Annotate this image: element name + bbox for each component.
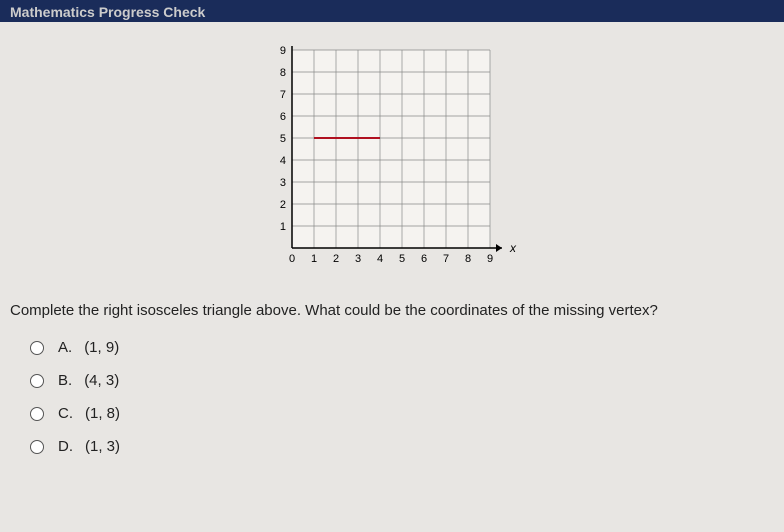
svg-text:1: 1 (311, 253, 317, 265)
grid-svg: 0 1 2 3 4 5 6 7 8 9 1 2 3 4 5 6 7 8 9 x (262, 42, 522, 272)
svg-text:3: 3 (355, 253, 361, 265)
svg-text:7: 7 (443, 253, 449, 265)
option-value: (4, 3) (84, 372, 119, 389)
option-d[interactable]: D. (1, 3) (30, 438, 754, 455)
option-value: (1, 8) (85, 405, 120, 422)
chart-container: 0 1 2 3 4 5 6 7 8 9 1 2 3 4 5 6 7 8 9 x (0, 42, 784, 272)
svg-text:2: 2 (333, 253, 339, 265)
svg-text:3: 3 (280, 177, 286, 189)
option-letter: D. (58, 438, 73, 455)
option-letter: C. (58, 405, 73, 422)
content-area: 0 1 2 3 4 5 6 7 8 9 1 2 3 4 5 6 7 8 9 x Complete the right … (0, 22, 784, 481)
svg-text:1: 1 (280, 221, 286, 233)
svg-text:9: 9 (487, 253, 493, 265)
option-value: (1, 9) (84, 339, 119, 356)
option-a[interactable]: A. (1, 9) (30, 339, 754, 356)
svg-text:6: 6 (421, 253, 427, 265)
coordinate-grid-chart: 0 1 2 3 4 5 6 7 8 9 1 2 3 4 5 6 7 8 9 x (262, 42, 522, 272)
svg-text:4: 4 (377, 253, 383, 265)
svg-text:9: 9 (280, 45, 286, 57)
question-text: Complete the right isosceles triangle ab… (0, 302, 784, 319)
option-letter: B. (58, 372, 72, 389)
svg-text:6: 6 (280, 111, 286, 123)
svg-text:5: 5 (280, 133, 286, 145)
option-value: (1, 3) (85, 438, 120, 455)
radio-icon (30, 440, 44, 454)
radio-icon (30, 341, 44, 355)
options-list: A. (1, 9) B. (4, 3) C. (1, 8) D. (1, 3) (0, 339, 784, 455)
radio-icon (30, 407, 44, 421)
header-title: Mathematics Progress Check (10, 4, 205, 20)
option-b[interactable]: B. (4, 3) (30, 372, 754, 389)
svg-text:2: 2 (280, 199, 286, 211)
page-header: Mathematics Progress Check (0, 0, 784, 22)
svg-text:4: 4 (280, 155, 286, 167)
svg-text:7: 7 (280, 89, 286, 101)
svg-text:0: 0 (289, 253, 295, 265)
radio-icon (30, 374, 44, 388)
svg-text:5: 5 (399, 253, 405, 265)
svg-text:x: x (509, 241, 517, 255)
option-letter: A. (58, 339, 72, 356)
svg-text:8: 8 (280, 67, 286, 79)
svg-text:8: 8 (465, 253, 471, 265)
option-c[interactable]: C. (1, 8) (30, 405, 754, 422)
